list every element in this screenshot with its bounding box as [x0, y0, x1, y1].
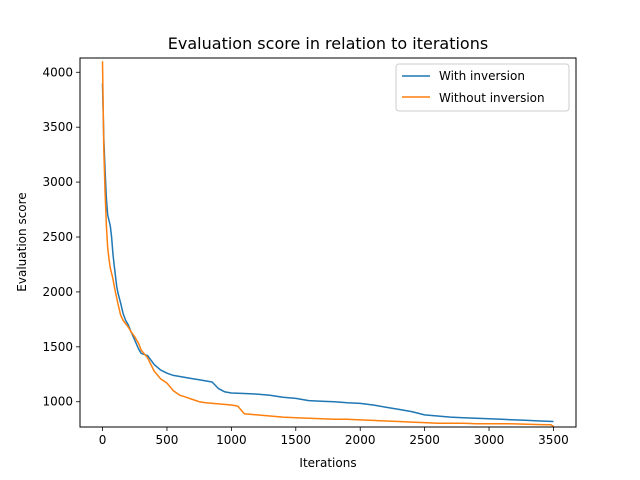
y-axis: 1000 1500 2000 2500 3000 3500 4000 [42, 65, 80, 409]
x-tick-label: 2000 [345, 433, 376, 447]
y-tick-label: 1500 [42, 340, 73, 354]
y-tick-label: 4000 [42, 65, 73, 79]
y-tick-label: 2000 [42, 285, 73, 299]
x-axis-label: Iterations [299, 456, 356, 470]
x-tick-label: 0 [99, 433, 107, 447]
plot-area [101, 61, 554, 428]
x-tick-label: 3500 [538, 433, 569, 447]
y-tick-label: 3500 [42, 120, 73, 134]
y-axis-label: Evaluation score [15, 192, 29, 291]
series-line-without-inversion [101, 61, 554, 428]
y-tick-label: 3000 [42, 175, 73, 189]
x-tick-label: 1000 [216, 433, 247, 447]
chart-title: Evaluation score in relation to iteratio… [168, 34, 488, 53]
x-tick-label: 3000 [474, 433, 505, 447]
x-tick-label: 500 [156, 433, 179, 447]
series-line-with-inversion [101, 83, 554, 423]
legend-label-with-inversion: With inversion [439, 69, 525, 83]
x-axis: 0 500 1000 1500 2000 2500 3000 3500 [99, 427, 569, 447]
x-tick-label: 2500 [409, 433, 440, 447]
x-tick-label: 1500 [281, 433, 312, 447]
y-tick-label: 1000 [42, 395, 73, 409]
legend-label-without-inversion: Without inversion [439, 91, 545, 105]
y-tick-label: 2500 [42, 230, 73, 244]
legend: With inversion Without inversion [395, 63, 570, 112]
legend-box [395, 63, 570, 112]
plot-frame [79, 57, 577, 428]
